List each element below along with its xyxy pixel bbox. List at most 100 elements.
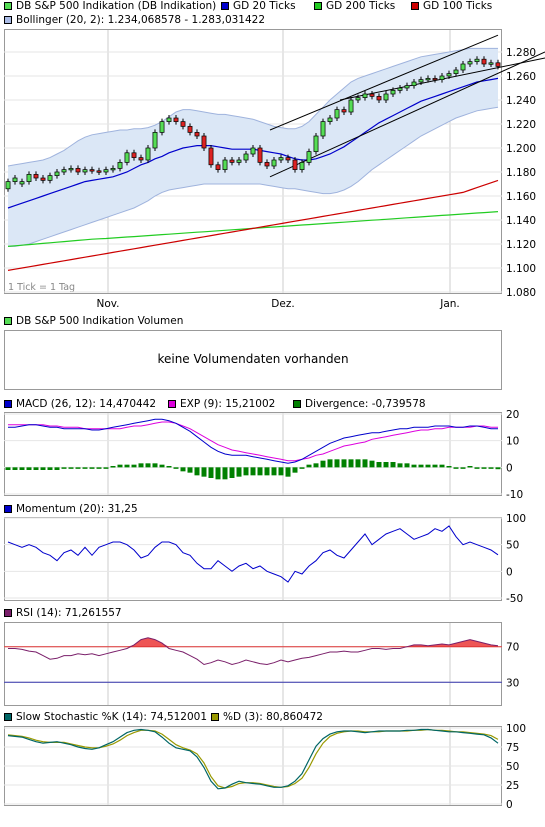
candle — [180, 121, 186, 127]
gd100-line — [7, 179, 499, 271]
legend-rsi-label: RSI (14): 71,261557 — [16, 607, 122, 619]
candle — [173, 117, 179, 122]
divergence-bar — [467, 466, 473, 468]
divergence-bar — [173, 467, 179, 469]
candle — [355, 97, 361, 101]
candle — [411, 81, 417, 86]
divergence-bar — [54, 467, 60, 470]
legend-stoch-k-label: Slow Stochastic %K (14): 74,512001 — [16, 711, 208, 723]
candle — [320, 121, 326, 137]
candle — [313, 135, 319, 152]
rsi-overbought-fill — [8, 637, 498, 647]
momentum-ytick-label: 0 — [506, 566, 513, 578]
legend-swatch-volume — [4, 317, 12, 325]
divergence-bar — [306, 464, 312, 468]
divergence-bar — [320, 460, 326, 468]
legend-swatch-stoch-k — [4, 713, 12, 721]
price-ytick-label: 1.160 — [506, 191, 536, 203]
divergence-bar — [243, 467, 249, 476]
legend-momentum-label: Momentum (20): 31,25 — [16, 503, 138, 515]
divergence-bar — [138, 463, 144, 468]
candle — [418, 79, 424, 83]
volume-empty-message: keine Volumendaten vorhanden — [157, 352, 349, 366]
macd-ytick-label: 10 — [506, 436, 519, 448]
price-ytick-label: 1.100 — [506, 263, 536, 275]
legend-gd200: GD 200 Ticks — [314, 0, 395, 12]
candle — [152, 132, 158, 149]
volume-panel-frame — [4, 330, 502, 390]
candle — [495, 62, 501, 67]
candle — [250, 147, 256, 155]
divergence-bar — [208, 467, 214, 478]
divergence-bar — [488, 467, 494, 469]
legend-macd: MACD (26, 12): 14,470442 — [4, 398, 156, 410]
exp-line — [8, 421, 498, 462]
divergence-bar — [495, 467, 501, 470]
momentum-ytick-label: 100 — [506, 513, 526, 525]
divergence-bar — [215, 467, 221, 480]
divergence-bar — [278, 467, 284, 476]
candle — [145, 147, 151, 161]
divergence-bar — [355, 459, 361, 468]
momentum-line — [7, 525, 499, 583]
divergence-bar — [418, 464, 424, 468]
divergence-bar — [47, 467, 53, 470]
stoch-ytick-label: 100 — [506, 723, 526, 735]
legend-stoch-d-label: %D (3): 80,860472 — [223, 711, 323, 723]
legend-divergence-label: Divergence: -0,739578 — [305, 398, 426, 410]
candle — [327, 117, 333, 122]
divergence-bar — [439, 464, 445, 468]
macd-line — [8, 418, 498, 464]
rsi-ytick-label: 30 — [506, 677, 519, 689]
divergence-bar — [390, 462, 396, 468]
price-ytick-label: 1.280 — [506, 47, 536, 59]
candle — [369, 93, 375, 97]
divergence-bar — [383, 462, 389, 468]
divergence-bar — [12, 467, 18, 470]
divergence-bar — [26, 467, 32, 470]
legend-swatch-gd200 — [314, 2, 322, 10]
divergence-bar — [362, 459, 368, 468]
stoch-ytick-label: 50 — [506, 761, 519, 773]
candle — [474, 58, 480, 62]
price-ytick-label: 1.240 — [506, 95, 536, 107]
divergence-bar — [180, 467, 186, 472]
divergence-bar — [411, 464, 417, 468]
divergence-bar — [348, 459, 354, 468]
legend-volume-label: DB S&P 500 Indikation Volumen — [16, 315, 184, 327]
rsi-line — [8, 637, 499, 666]
divergence-bar — [236, 467, 242, 477]
price-xtick-label: Nov. — [96, 298, 119, 310]
divergence-bar — [145, 463, 151, 468]
trendline-lower — [269, 51, 545, 178]
divergence-bar — [425, 464, 431, 468]
legend-bollinger-label: Bollinger (20, 2): 1.234,068578 - 1.283,… — [16, 14, 266, 26]
candle — [33, 174, 39, 179]
candle — [40, 177, 46, 181]
divergence-bar — [110, 466, 116, 468]
bollinger-lower-line — [8, 106, 499, 247]
divergence-bar — [152, 463, 158, 468]
legend-macd-label: MACD (26, 12): 14,470442 — [16, 398, 157, 410]
candle — [243, 153, 249, 161]
divergence-bar — [264, 467, 270, 476]
divergence-bar — [40, 467, 46, 470]
legend-momentum: Momentum (20): 31,25 — [4, 503, 138, 515]
divergence-bar — [89, 467, 95, 469]
momentum-ytick-label: 50 — [506, 540, 519, 552]
macd-ytick-label: -10 — [506, 489, 523, 501]
divergence-bar — [19, 467, 25, 470]
candle — [68, 168, 74, 171]
price-ytick-label: 1.260 — [506, 71, 536, 83]
momentum-ytick-label: -50 — [506, 593, 523, 605]
candle — [453, 69, 459, 74]
candle — [481, 58, 487, 65]
legend-stoch-k: Slow Stochastic %K (14): 74,512001 — [4, 711, 207, 723]
divergence-bar — [5, 467, 11, 470]
legend-exp: EXP (9): 15,21002 — [168, 398, 275, 410]
divergence-bar — [271, 467, 277, 476]
legend-swatch-bollinger — [4, 16, 12, 24]
legend-swatch-divergence — [293, 400, 301, 408]
candle — [348, 99, 354, 113]
divergence-bar — [397, 463, 403, 468]
